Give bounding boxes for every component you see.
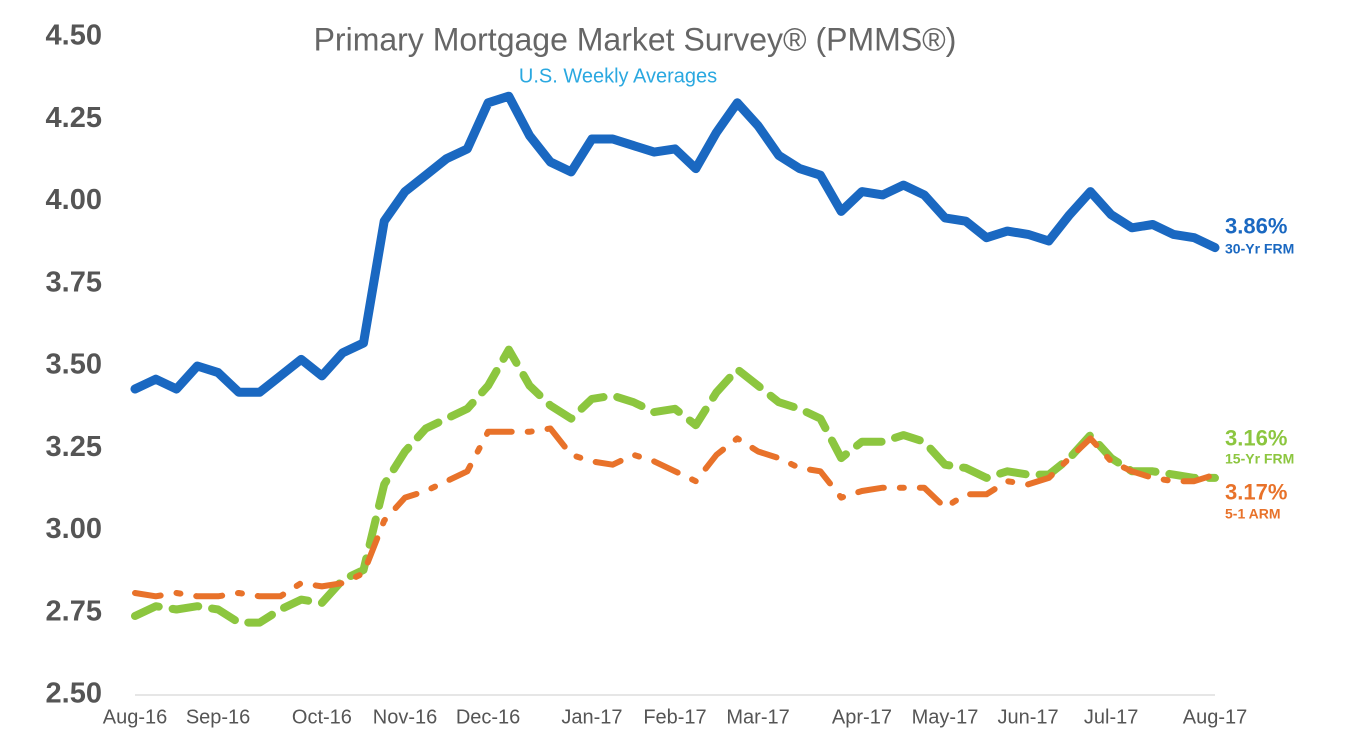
x-tick-label: Nov-16 bbox=[373, 706, 437, 728]
y-tick-label: 2.75 bbox=[46, 595, 102, 627]
x-tick-label: Jul-17 bbox=[1084, 706, 1138, 728]
value-label: 3.17% bbox=[1225, 479, 1287, 504]
y-tick-label: 3.00 bbox=[46, 513, 102, 545]
x-tick-label: Apr-17 bbox=[832, 706, 892, 728]
value-label: 3.86% bbox=[1225, 213, 1287, 238]
series-line bbox=[132, 425, 1218, 600]
x-tick-label: May-17 bbox=[912, 706, 979, 728]
x-tick-label: Dec-16 bbox=[456, 706, 520, 728]
value-label: 3.16% bbox=[1225, 426, 1287, 451]
series-line bbox=[130, 91, 1220, 397]
series-line bbox=[131, 345, 1219, 627]
y-tick-label: 3.50 bbox=[46, 349, 102, 381]
x-tick-label: Jun-17 bbox=[997, 706, 1058, 728]
chart-subtitle: U.S. Weekly Averages bbox=[519, 65, 717, 87]
y-tick-label: 4.00 bbox=[46, 184, 102, 216]
x-tick-label: Oct-16 bbox=[292, 706, 352, 728]
series-label: 30-Yr FRM bbox=[1225, 240, 1294, 256]
series-label: 5-1 ARM bbox=[1225, 505, 1281, 521]
y-tick-label: 4.50 bbox=[46, 20, 102, 52]
x-tick-label: Aug-17 bbox=[1183, 706, 1248, 728]
y-tick-label: 3.25 bbox=[46, 431, 102, 463]
x-tick-label: Sep-16 bbox=[186, 706, 251, 728]
series-label: 15-Yr FRM bbox=[1225, 451, 1294, 467]
y-tick-label: 4.25 bbox=[46, 102, 102, 134]
chart-title: Primary Mortgage Market Survey® (PMMS®) bbox=[314, 21, 957, 57]
y-tick-label: 3.75 bbox=[46, 266, 102, 298]
x-tick-label: Feb-17 bbox=[643, 706, 706, 728]
y-tick-label: 2.50 bbox=[46, 678, 102, 710]
x-tick-label: Jan-17 bbox=[561, 706, 622, 728]
x-tick-label: Mar-17 bbox=[726, 706, 789, 728]
x-tick-label: Aug-16 bbox=[103, 706, 168, 728]
